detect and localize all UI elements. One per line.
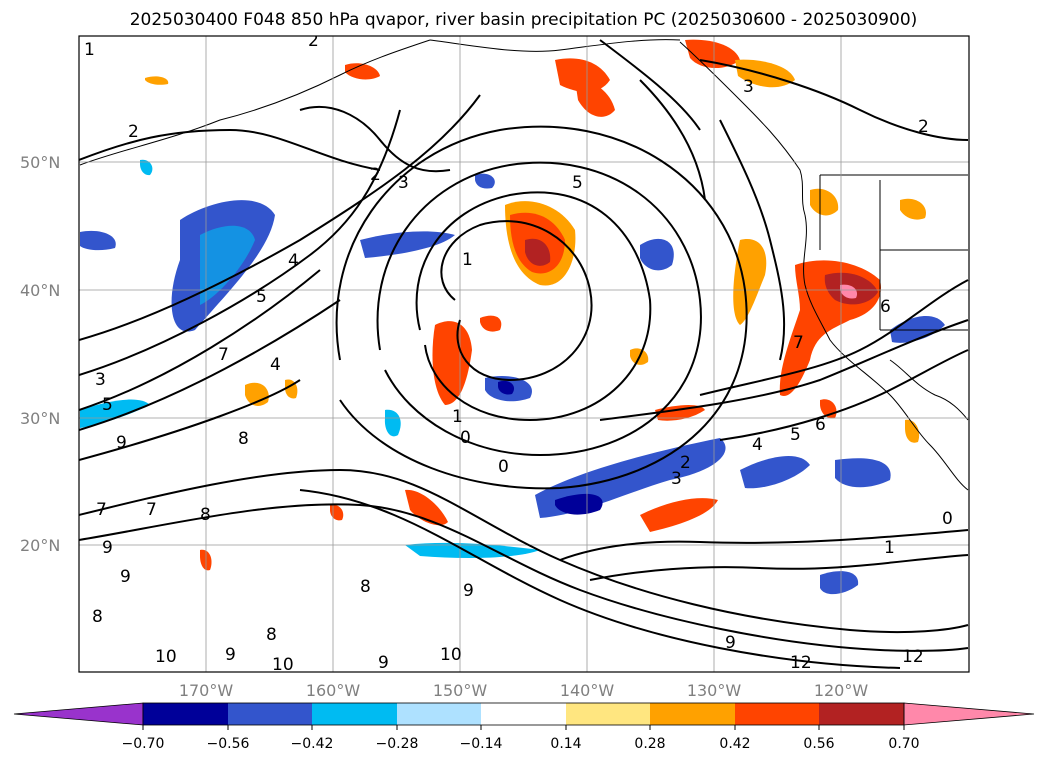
contour-label: 1 [884, 538, 895, 558]
contour-label: 6 [815, 415, 826, 435]
colorbar-segment [650, 703, 735, 725]
colorbar-tick-label: −0.42 [291, 736, 334, 752]
contour-label: 5 [790, 425, 801, 445]
contour-label: 9 [463, 581, 474, 601]
colorbar-segment [481, 703, 566, 725]
contour-label: 10 [272, 655, 294, 675]
colorbar-tick-label: −0.70 [122, 736, 165, 752]
map-plot-area: 1 2 2 3 2 5 4 5 1 7 4 3 5 9 8 7 8 7 9 9 … [79, 31, 969, 675]
lat-label: 50°N [20, 153, 60, 172]
contour-label: 8 [200, 505, 211, 525]
lat-label: 40°N [20, 281, 60, 300]
contour-label: 12 [790, 653, 812, 673]
positive-pc-shading [145, 39, 926, 571]
contour-label: 2 [680, 453, 691, 473]
map-frame [78, 35, 970, 673]
contour-label: 4 [288, 251, 299, 271]
contour-label: 2 [370, 165, 381, 185]
colorbar-segment [397, 703, 481, 725]
colorbar-segment [735, 703, 819, 725]
contour-label: 1 [84, 40, 95, 60]
contour-label: 1 [452, 407, 463, 427]
lon-label: 130°W [687, 681, 742, 700]
contour-label: 3 [743, 77, 754, 97]
lon-label: 120°W [814, 681, 869, 700]
contour-label: 4 [270, 355, 281, 375]
colorbar-tick-label: 0.28 [634, 736, 665, 752]
contour-label: 9 [378, 653, 389, 673]
colorbar-segment [566, 703, 650, 725]
contour-label: 8 [266, 625, 277, 645]
contour-label: 0 [498, 457, 509, 477]
contour-label: 5 [572, 173, 583, 193]
contour-label: 10 [155, 647, 177, 667]
contour-label: 9 [116, 433, 127, 453]
lon-label: 150°W [433, 681, 488, 700]
contour-label: 12 [902, 647, 924, 667]
contour-label: 0 [460, 428, 471, 448]
coastlines [79, 39, 969, 491]
colorbar-segment [819, 703, 904, 725]
contour-label: 3 [398, 173, 409, 193]
contour-label: 3 [671, 469, 682, 489]
lon-label: 140°W [560, 681, 615, 700]
qvapor-contours [79, 39, 969, 669]
contour-label: 9 [725, 633, 736, 653]
colorbar-tick-label: −0.56 [207, 736, 250, 752]
contour-label: 4 [752, 435, 763, 455]
contour-label: 7 [218, 345, 229, 365]
colorbar-segment [312, 703, 397, 725]
map-title: 2025030400 F048 850 hPa qvapor, river ba… [129, 10, 918, 30]
contour-label: 5 [102, 395, 113, 415]
contour-label: 8 [92, 607, 103, 627]
lon-label: 170°W [179, 681, 234, 700]
contour-label: 0 [942, 509, 953, 529]
colorbar-segment [228, 703, 312, 725]
colorbar-tick-label: 0.56 [803, 736, 834, 752]
colorbar-under-arrow [13, 702, 144, 726]
longitude-labels: 170°W 160°W 150°W 140°W 130°W 120°W [179, 681, 869, 700]
lat-label: 30°N [20, 409, 60, 428]
contour-label: 8 [238, 429, 249, 449]
contour-label: 2 [918, 117, 929, 137]
colorbar-tick-label: 0.14 [550, 736, 581, 752]
colorbar-tick-label: −0.14 [460, 736, 503, 752]
colorbar-tick-label: 0.42 [719, 736, 750, 752]
contour-label: 7 [96, 500, 107, 520]
contour-label: 3 [95, 370, 106, 390]
contour-labels: 1 2 2 3 2 5 4 5 1 7 4 3 5 9 8 7 8 7 9 9 … [84, 31, 953, 675]
contour-label: 8 [360, 577, 371, 597]
contour-label: 2 [128, 122, 139, 142]
latitude-labels: 50°N 40°N 30°N 20°N [20, 153, 60, 555]
colorbar: −0.70 −0.56 −0.42 −0.28 −0.14 0.14 0.28 … [13, 702, 1035, 752]
contour-label: 9 [102, 538, 113, 558]
contour-label: 9 [225, 645, 236, 665]
contour-label: 6 [880, 297, 891, 317]
colorbar-tick-label: 0.70 [888, 736, 919, 752]
contour-label: 7 [146, 500, 157, 520]
lat-label: 20°N [20, 536, 60, 555]
contour-label: 2 [308, 31, 319, 51]
contour-label: 10 [440, 645, 462, 665]
lon-label: 160°W [306, 681, 361, 700]
colorbar-tick-label: −0.28 [376, 736, 419, 752]
contour-label: 1 [462, 250, 473, 270]
contour-label: 5 [256, 287, 267, 307]
colorbar-over-arrow [903, 702, 1035, 726]
colorbar-segment [143, 703, 228, 725]
contour-label: 7 [793, 333, 804, 353]
contour-label: 9 [120, 567, 131, 587]
